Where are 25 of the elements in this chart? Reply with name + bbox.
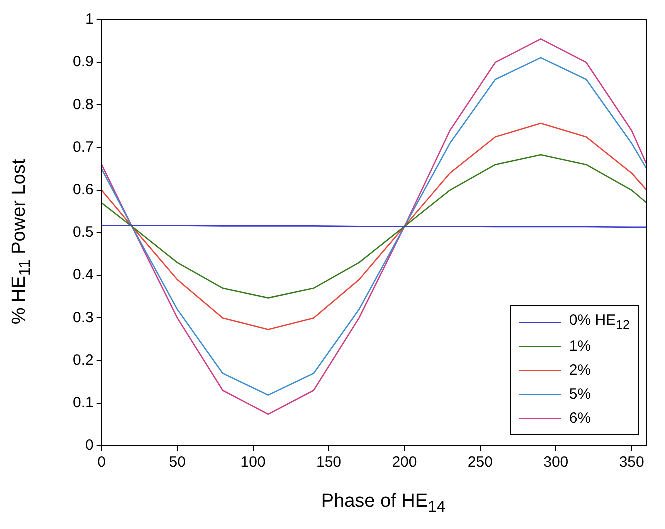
y-tick-label: 0.6 bbox=[72, 182, 94, 199]
y-tick-label: 0.9 bbox=[72, 54, 94, 71]
x-tick-label: 350 bbox=[619, 454, 644, 472]
x-tick-label: 300 bbox=[544, 454, 569, 472]
legend-label: 0% HE$_{12}$ bbox=[569, 312, 630, 332]
y-tick-label: 1 bbox=[86, 11, 94, 28]
legend-label: 5% bbox=[569, 386, 592, 402]
y-tick-label: 0.4 bbox=[72, 266, 94, 284]
x-tick-label: 50 bbox=[169, 454, 186, 472]
y-tick-label: 0.7 bbox=[72, 138, 94, 156]
y-tick-label: 0.8 bbox=[72, 96, 94, 114]
y-tick-label: 0.1 bbox=[72, 394, 94, 412]
x-axis-title: Phase of HE$_{14}$ bbox=[320, 491, 447, 517]
x-tick-label: 200 bbox=[392, 454, 418, 472]
x-tick-label: 250 bbox=[468, 454, 493, 472]
y-tick-label: 0 bbox=[86, 437, 94, 454]
y-tick-label: 0.5 bbox=[72, 224, 94, 242]
y-tick-label: 0.2 bbox=[72, 352, 94, 369]
y-tick-label: 0.3 bbox=[72, 309, 94, 326]
x-tick-label: 0 bbox=[98, 454, 106, 472]
x-tick-label: 100 bbox=[240, 454, 266, 472]
legend-label: 6% bbox=[569, 410, 592, 426]
legend-label: 1% bbox=[569, 338, 592, 354]
x-tick-label: 150 bbox=[316, 454, 342, 472]
legend-label: 2% bbox=[569, 362, 592, 378]
